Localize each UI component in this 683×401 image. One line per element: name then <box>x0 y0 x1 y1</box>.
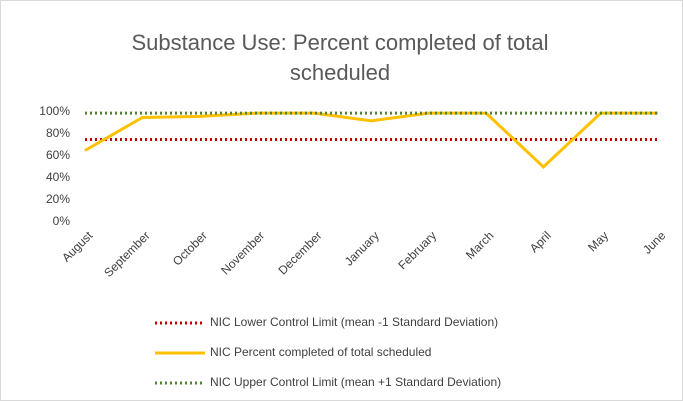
y-tick-label: 20% <box>46 192 70 206</box>
legend-label: NIC Lower Control Limit (mean -1 Standar… <box>210 315 498 329</box>
y-tick-label: 40% <box>46 170 70 184</box>
y-tick-label: 0% <box>53 214 71 228</box>
x-tick-label: December <box>276 228 325 277</box>
x-tick-label: November <box>218 228 267 277</box>
x-tick-label: February <box>395 228 439 272</box>
x-tick-label: May <box>585 228 611 254</box>
x-tick-label: June <box>640 228 669 257</box>
legend-label: NIC Percent completed of total scheduled <box>210 345 431 359</box>
x-tick-label: September <box>101 228 152 279</box>
x-tick-label: January <box>342 228 382 268</box>
legend-label: NIC Upper Control Limit (mean +1 Standar… <box>210 375 501 389</box>
y-tick-label: 100% <box>39 104 70 118</box>
chart-title: Substance Use: Percent completed of tota… <box>131 30 549 85</box>
series-line <box>84 111 658 170</box>
x-tick-label: March <box>463 228 496 261</box>
x-tick-label: October <box>170 228 210 268</box>
y-tick-label: 60% <box>46 148 70 162</box>
x-tick-label: April <box>527 228 554 255</box>
x-tick-label: August <box>59 228 96 265</box>
y-tick-label: 80% <box>46 126 70 140</box>
